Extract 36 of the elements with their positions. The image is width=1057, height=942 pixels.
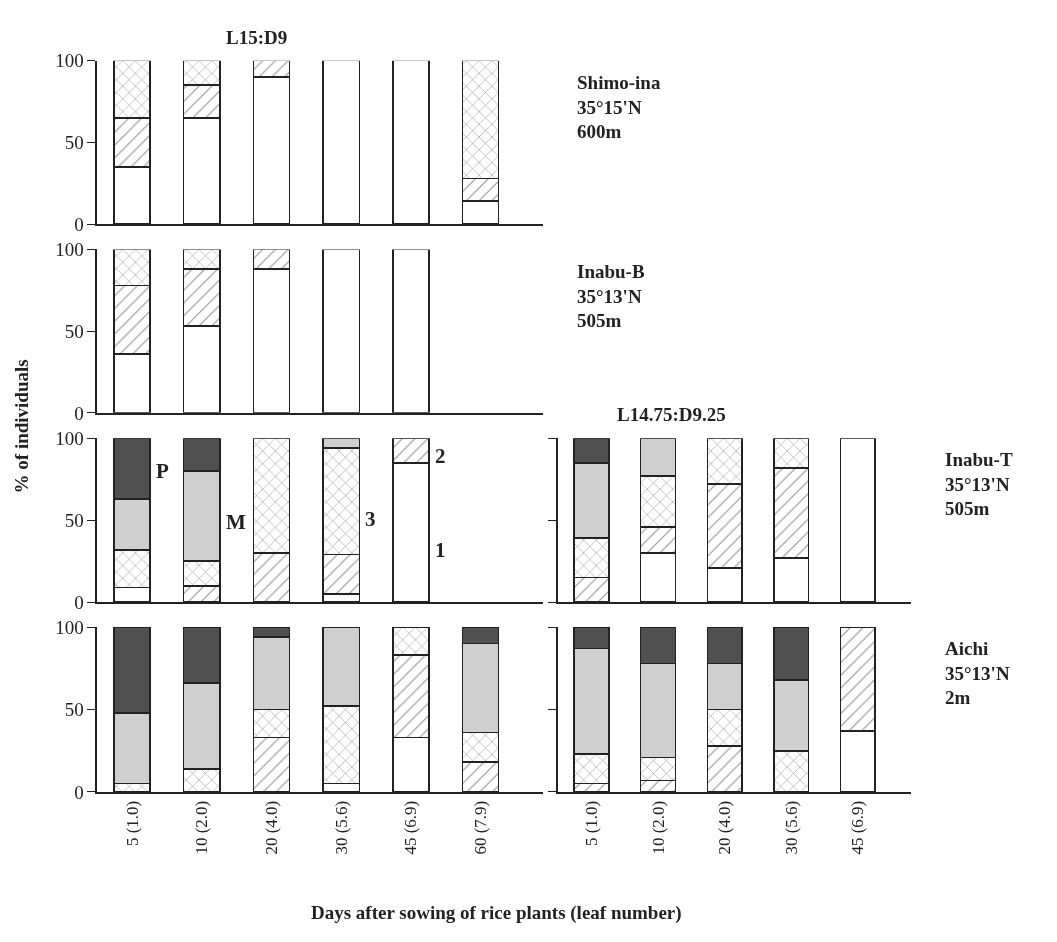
x-tick-label: 20 (4.0) (715, 800, 735, 855)
x-tick-label: 5 (1.0) (581, 800, 601, 847)
y-tick-label: 0 (74, 781, 84, 803)
x-tick-label: 20 (4.0) (262, 800, 282, 855)
text: Inabu-B 35°13'N 505m (577, 261, 645, 332)
x-tick-label: 10 (2.0) (648, 800, 668, 855)
x-tick-label: 10 (2.0) (192, 800, 212, 855)
y-tick-label: 100 (55, 239, 84, 261)
y-tick-label: 0 (74, 591, 84, 613)
y-tick-label: 50 (64, 132, 84, 154)
x-axis-title: Days after sowing of rice plants (leaf number) (311, 902, 682, 924)
chart-title: L14.75:D9.25 (617, 404, 726, 425)
x-tick-label: 45 (6.9) (848, 800, 868, 855)
chart-title: L15:D9 (226, 27, 288, 48)
x-tick-label: 45 (6.9) (401, 800, 421, 855)
text: Aichi 35°13'N 2m (945, 638, 1010, 709)
y-tick-label: 100 (55, 50, 84, 72)
text: Inabu-T 35°13'N 505m (945, 449, 1013, 520)
annotation: 2 (435, 444, 446, 468)
y-tick-label: 50 (64, 509, 84, 531)
text: Shimo-ina 35°15'N 600m (577, 72, 661, 143)
annotation: M (226, 510, 246, 534)
y-tick-label: 50 (64, 699, 84, 721)
y-tick-label: 100 (55, 427, 84, 449)
x-tick-label: 30 (5.6) (331, 800, 351, 855)
annotation: 1 (435, 538, 446, 562)
x-tick-label: 30 (5.6) (781, 800, 801, 855)
annotation: 3 (365, 507, 376, 531)
y-tick-label: 50 (64, 320, 84, 342)
y-tick-label: 0 (74, 402, 84, 424)
y-tick-label: 100 (55, 616, 84, 638)
y-axis-title: % of individuals (10, 359, 32, 494)
y-tick-label: 0 (74, 213, 84, 235)
x-tick-label: 60 (7.9) (471, 800, 491, 855)
annotation: P (156, 459, 169, 483)
x-tick-label: 5 (1.0) (122, 800, 142, 847)
